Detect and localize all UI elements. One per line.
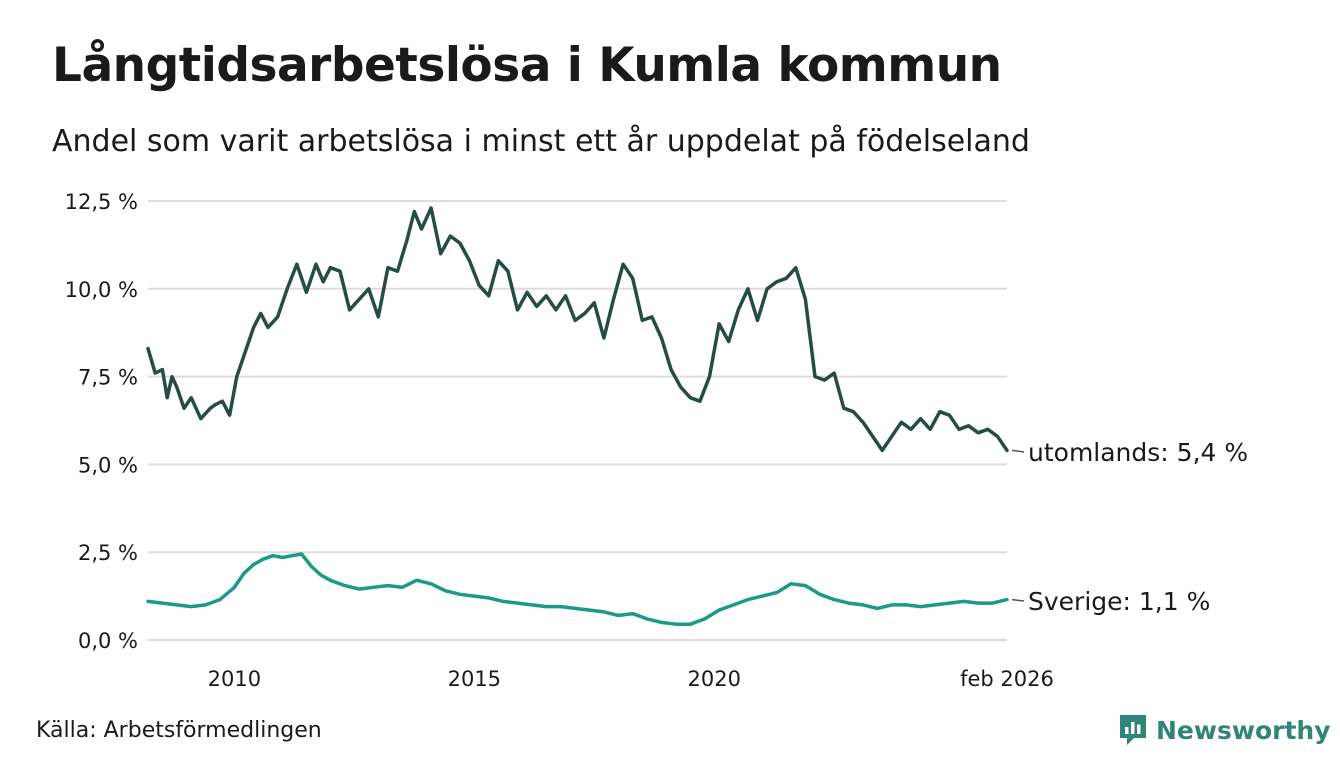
series-label-connector [1011,449,1025,453]
x-tick-label: 2015 [448,667,501,691]
brand-logo: Newsworthy [1118,713,1331,747]
y-tick-label: 2,5 % [78,541,138,565]
y-tick-label: 12,5 % [65,190,138,214]
series-end-label-sverige: Sverige: 1,1 % [1028,587,1210,616]
x-tick-label: 2010 [208,667,261,691]
y-tick-label: 7,5 % [78,366,138,390]
series-end-label-utomlands: utomlands: 5,4 % [1028,438,1248,467]
series-line-sverige [146,552,1009,626]
brand-name: Newsworthy [1156,715,1331,745]
newsworthy-logo-icon [1120,715,1146,745]
y-tick-label: 5,0 % [78,453,138,477]
series-line-utomlands [146,206,1009,453]
line-chart: 0,0 % 2,5 % 5,0 % 7,5 % 10,0 % 12,5 % 2010 201… [65,190,1249,691]
chart-title: Långtidsarbetslösa i Kumla kommun [52,38,1002,93]
y-tick-label: 10,0 % [65,278,138,302]
y-tick-label: 0,0 % [78,629,138,653]
chart-subtitle: Andel som varit arbetslösa i minst ett å… [52,124,1030,159]
series-label-connector [1011,598,1025,602]
x-tick-label: 2020 [688,667,741,691]
x-tick-label: feb 2026 [960,667,1054,691]
source-note: Källa: Arbetsförmedlingen [36,718,322,743]
